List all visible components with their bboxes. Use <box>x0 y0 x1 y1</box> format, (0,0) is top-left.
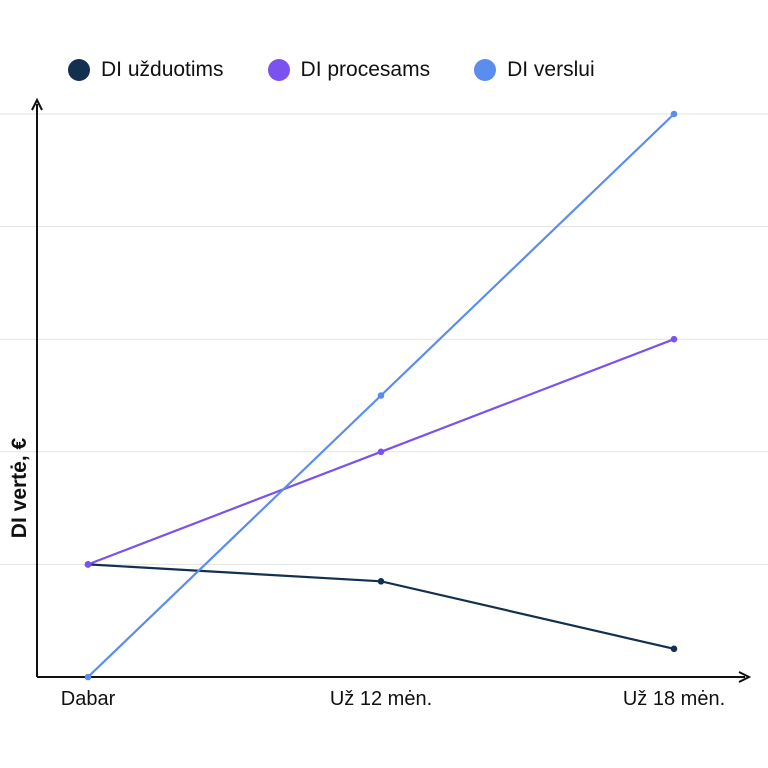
axes <box>31 97 752 683</box>
gridlines <box>0 113 768 565</box>
data-point <box>377 448 385 456</box>
x-axis-arrow <box>738 671 752 683</box>
legend: DI užduotims DI procesams DI verslui <box>68 58 639 82</box>
legend-item-di-verslui: DI verslui <box>474 58 595 82</box>
x-tick-label: Už 18 mėn. <box>623 688 725 710</box>
legend-item-di-procesams: DI procesams <box>267 58 431 82</box>
data-point <box>670 335 678 343</box>
x-tick-labels: Dabar Už 12 mėn. Už 18 mėn. <box>61 688 725 710</box>
data-point <box>377 392 385 399</box>
y-axis-label: DI vertė, € <box>8 437 31 538</box>
y-axis-arrow <box>31 97 43 111</box>
data-point <box>670 110 678 118</box>
legend-label: DI procesams <box>300 58 431 81</box>
legend-label: DI užduotims <box>101 58 224 81</box>
legend-marker <box>474 59 497 81</box>
data-point <box>670 645 678 653</box>
legend-marker <box>267 59 290 81</box>
series-group <box>84 110 678 681</box>
legend-marker <box>68 59 90 81</box>
data-point <box>84 561 92 568</box>
legend-label: DI verslui <box>507 58 595 81</box>
data-point <box>84 673 92 681</box>
series-line <box>87 563 675 650</box>
legend-item-di-uzduotims: DI užduotims <box>68 58 224 82</box>
x-tick-label: Dabar <box>61 688 116 710</box>
x-tick-label: Už 12 mėn. <box>330 688 432 710</box>
data-point <box>377 577 385 585</box>
